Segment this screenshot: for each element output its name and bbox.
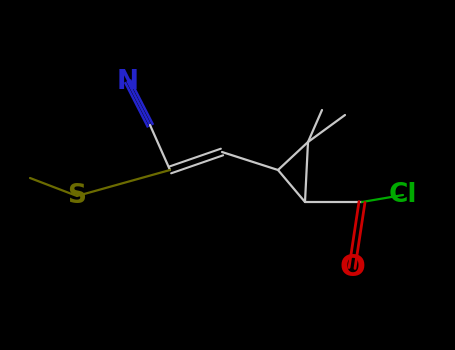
- Text: Cl: Cl: [389, 182, 417, 208]
- Text: N: N: [117, 69, 139, 95]
- Text: O: O: [339, 253, 365, 282]
- Text: S: S: [67, 183, 86, 209]
